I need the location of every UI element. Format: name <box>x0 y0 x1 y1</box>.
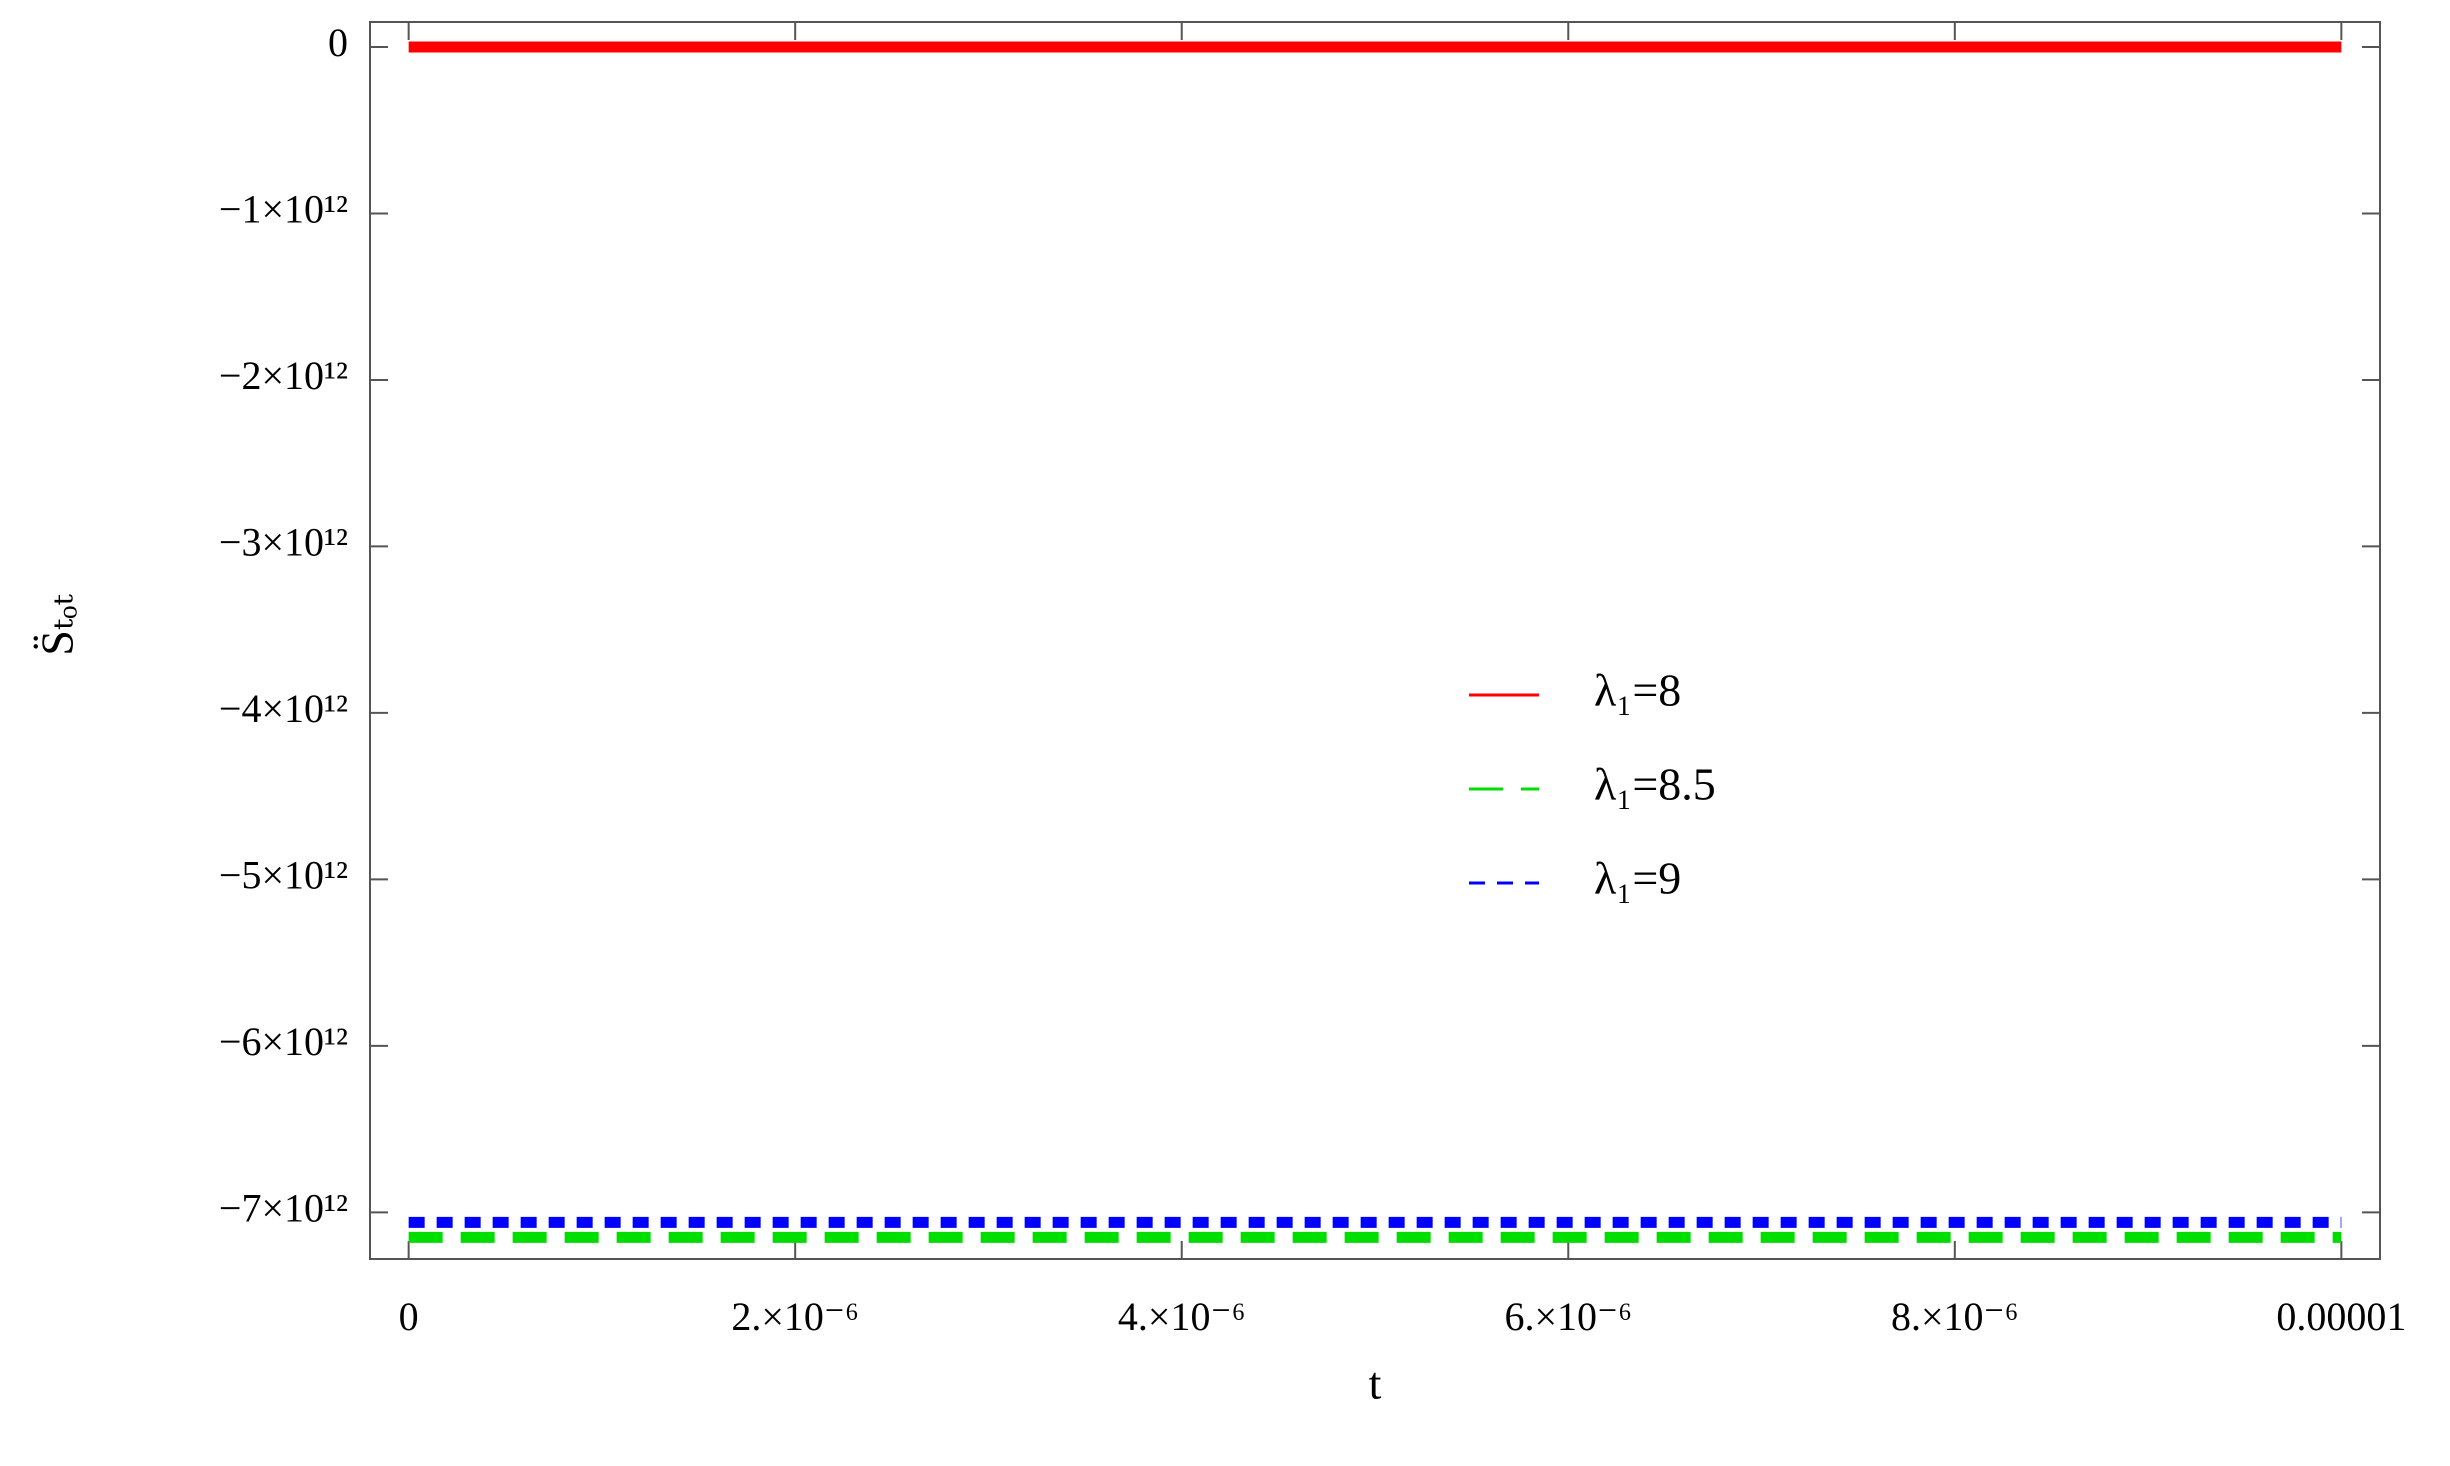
x-tick-label: 6.×10⁻⁶ <box>1504 1294 1632 1339</box>
x-tick-label: 0.00001 <box>2276 1294 2406 1339</box>
x-tick-label: 4.×10⁻⁶ <box>1118 1294 1246 1339</box>
y-tick-label: −6×10¹² <box>219 1019 348 1064</box>
y-axis-label: S̈ₜₒₜ <box>32 594 83 656</box>
legend-label: λ₁=8 <box>1594 665 1681 716</box>
y-tick-label: −1×10¹² <box>219 187 348 232</box>
y-tick-label: −3×10¹² <box>219 520 348 565</box>
y-tick-label: −2×10¹² <box>219 353 348 398</box>
x-axis-label: t <box>1369 1358 1382 1409</box>
x-tick-label: 0 <box>399 1294 419 1339</box>
x-tick-label: 8.×10⁻⁶ <box>1891 1294 2019 1339</box>
y-tick-label: −7×10¹² <box>219 1186 348 1231</box>
frame <box>369 21 2381 1260</box>
x-tick-label: 2.×10⁻⁶ <box>731 1294 859 1339</box>
legend-label: λ₁=9 <box>1594 853 1681 904</box>
y-tick-label: −4×10¹² <box>219 686 348 731</box>
legend-label: λ₁=8.5 <box>1594 759 1716 810</box>
y-tick-label: −5×10¹² <box>219 853 348 898</box>
y-tick-label: 0 <box>328 20 348 65</box>
